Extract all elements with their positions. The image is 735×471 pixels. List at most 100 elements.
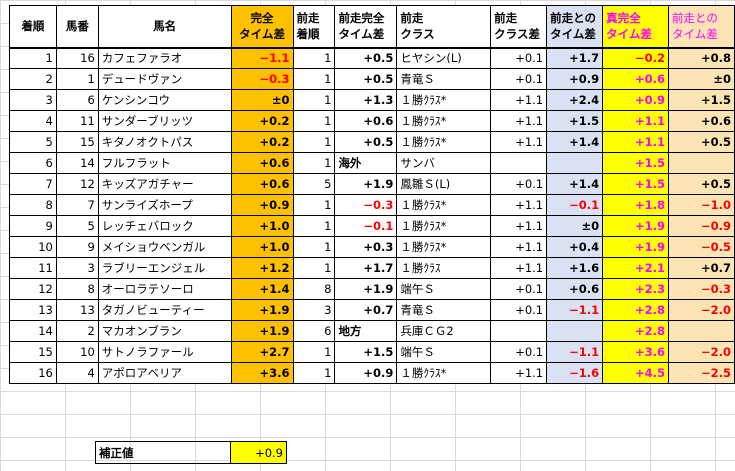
cell-prev-order[interactable]: 5 xyxy=(292,173,336,195)
cell-prev-class[interactable]: １勝ｸﾗｽ* xyxy=(396,194,492,216)
cell-prev-class-diff[interactable]: +0.1 xyxy=(490,173,548,195)
cell-prev-class-diff[interactable]: +1.1 xyxy=(490,257,548,279)
cell-prev-complete-diff[interactable]: +0.5 xyxy=(334,68,398,90)
cell-complete-diff[interactable]: +1.2 xyxy=(230,257,294,279)
cell-prev-time-diff[interactable]: +1.5 xyxy=(546,110,604,132)
cell-horse-name[interactable]: ラブリーエンジェル xyxy=(97,257,232,279)
cell-order[interactable]: 1 xyxy=(9,47,57,69)
cell-prev-class[interactable]: ヒヤシン(L) xyxy=(396,47,492,69)
header-horse-no[interactable]: 馬番 xyxy=(55,5,99,48)
cell-vs-prev-time-diff[interactable]: −0.5 xyxy=(668,236,735,258)
cell-horse-no[interactable]: 4 xyxy=(55,362,99,384)
cell-vs-prev-time-diff[interactable]: +1.5 xyxy=(668,89,735,111)
cell-prev-order[interactable]: 3 xyxy=(292,299,336,321)
cell-prev-time-diff[interactable]: ±0 xyxy=(546,215,604,237)
cell-horse-name[interactable]: レッチェバロック xyxy=(97,215,232,237)
cell-prev-order[interactable]: 6 xyxy=(292,320,336,342)
cell-complete-diff[interactable]: +1.4 xyxy=(230,278,294,300)
cell-prev-class-diff[interactable] xyxy=(490,152,548,174)
cell-true-complete-diff[interactable]: +1.9 xyxy=(602,236,669,258)
cell-prev-class-diff[interactable]: +0.1 xyxy=(490,299,548,321)
cell-prev-complete-diff[interactable]: −0.1 xyxy=(334,215,398,237)
cell-prev-complete-diff[interactable]: +1.7 xyxy=(334,257,398,279)
cell-prev-class[interactable]: サンバ xyxy=(396,152,492,174)
cell-true-complete-diff[interactable]: +2.1 xyxy=(602,257,669,279)
cell-horse-name[interactable]: サトノラファール xyxy=(97,341,232,363)
cell-prev-class-diff[interactable]: +1.1 xyxy=(490,110,548,132)
cell-prev-complete-diff[interactable]: +0.9 xyxy=(334,362,398,384)
cell-order[interactable]: 5 xyxy=(9,131,57,153)
cell-prev-time-diff[interactable]: +1.6 xyxy=(546,257,604,279)
cell-vs-prev-time-diff[interactable]: ±0 xyxy=(668,68,735,90)
cell-prev-order[interactable]: 1 xyxy=(292,257,336,279)
cell-horse-no[interactable]: 12 xyxy=(55,173,99,195)
cell-vs-prev-time-diff[interactable]: +0.8 xyxy=(668,47,735,69)
cell-prev-class-diff[interactable]: +1.1 xyxy=(490,89,548,111)
header-prev-class[interactable]: 前走 クラス xyxy=(396,5,492,48)
cell-prev-time-diff[interactable] xyxy=(546,152,604,174)
cell-prev-class-diff[interactable]: +0.1 xyxy=(490,47,548,69)
cell-horse-name[interactable]: マカオンブラン xyxy=(97,320,232,342)
cell-true-complete-diff[interactable]: +1.8 xyxy=(602,194,669,216)
cell-order[interactable]: 9 xyxy=(9,215,57,237)
cell-true-complete-diff[interactable]: +0.6 xyxy=(602,68,669,90)
cell-prev-complete-diff[interactable]: +0.6 xyxy=(334,110,398,132)
cell-order[interactable]: 6 xyxy=(9,152,57,174)
cell-complete-diff[interactable]: +1.9 xyxy=(230,320,294,342)
header-prev-order[interactable]: 前走 着順 xyxy=(292,5,336,48)
cell-prev-order[interactable]: 1 xyxy=(292,89,336,111)
cell-horse-name[interactable]: サンダーブリッツ xyxy=(97,110,232,132)
cell-order[interactable]: 2 xyxy=(9,68,57,90)
cell-true-complete-diff[interactable]: −0.2 xyxy=(602,47,669,69)
cell-prev-order[interactable]: 1 xyxy=(292,68,336,90)
cell-prev-order[interactable]: 1 xyxy=(292,236,336,258)
cell-prev-time-diff[interactable]: +0.9 xyxy=(546,68,604,90)
cell-prev-order[interactable]: 1 xyxy=(292,152,336,174)
cell-prev-class-diff[interactable]: +1.1 xyxy=(490,362,548,384)
cell-prev-complete-diff[interactable]: +1.9 xyxy=(334,278,398,300)
cell-prev-class[interactable]: １勝ｸﾗｽ* xyxy=(396,89,492,111)
cell-true-complete-diff[interactable]: +1.5 xyxy=(602,152,669,174)
cell-complete-diff[interactable]: +0.2 xyxy=(230,131,294,153)
cell-prev-class-diff[interactable]: +1.1 xyxy=(490,194,548,216)
cell-prev-complete-diff[interactable]: +0.7 xyxy=(334,299,398,321)
cell-prev-order[interactable]: 1 xyxy=(292,194,336,216)
cell-true-complete-diff[interactable]: +0.9 xyxy=(602,89,669,111)
header-complete-diff[interactable]: 完全 タイム差 xyxy=(230,5,294,48)
cell-order[interactable]: 11 xyxy=(9,257,57,279)
cell-order[interactable]: 13 xyxy=(9,299,57,321)
cell-prev-class-diff[interactable]: +1.1 xyxy=(490,131,548,153)
cell-prev-time-diff[interactable]: +2.4 xyxy=(546,89,604,111)
cell-prev-class-diff[interactable]: +1.1 xyxy=(490,236,548,258)
cell-prev-time-diff[interactable]: +0.4 xyxy=(546,236,604,258)
cell-prev-class[interactable]: 兵庫ＣＧ2 xyxy=(396,320,492,342)
cell-prev-time-diff[interactable]: +1.4 xyxy=(546,131,604,153)
cell-horse-name[interactable]: デュードヴァン xyxy=(97,68,232,90)
cell-prev-class[interactable]: １勝ｸﾗｽ* xyxy=(396,236,492,258)
cell-vs-prev-time-diff[interactable]: +0.7 xyxy=(668,257,735,279)
cell-prev-complete-diff[interactable]: +1.9 xyxy=(334,173,398,195)
cell-vs-prev-time-diff[interactable]: +0.5 xyxy=(668,173,735,195)
cell-prev-complete-diff[interactable]: +1.5 xyxy=(334,341,398,363)
cell-complete-diff[interactable]: +1.0 xyxy=(230,236,294,258)
cell-prev-order[interactable]: 1 xyxy=(292,47,336,69)
cell-horse-no[interactable]: 16 xyxy=(55,47,99,69)
cell-complete-diff[interactable]: +0.9 xyxy=(230,194,294,216)
cell-horse-no[interactable]: 9 xyxy=(55,236,99,258)
cell-vs-prev-time-diff[interactable]: −2.0 xyxy=(668,299,735,321)
cell-horse-name[interactable]: キッズアガチャー xyxy=(97,173,232,195)
cell-prev-complete-diff[interactable]: 海外 xyxy=(334,152,398,174)
cell-true-complete-diff[interactable]: +2.8 xyxy=(602,320,669,342)
cell-complete-diff[interactable]: +3.6 xyxy=(230,362,294,384)
cell-prev-order[interactable]: 1 xyxy=(292,110,336,132)
cell-vs-prev-time-diff[interactable]: +0.5 xyxy=(668,131,735,153)
header-horse-name[interactable]: 馬名 xyxy=(97,5,232,48)
cell-prev-class[interactable]: １勝ｸﾗｽ xyxy=(396,257,492,279)
cell-order[interactable]: 10 xyxy=(9,236,57,258)
cell-horse-name[interactable]: ケンシンコウ xyxy=(97,89,232,111)
header-prev-complete-diff[interactable]: 前走完全 タイム差 xyxy=(334,5,398,48)
cell-complete-diff[interactable]: ±0 xyxy=(230,89,294,111)
cell-horse-name[interactable]: オーロラテソーロ xyxy=(97,278,232,300)
cell-prev-class[interactable]: 端午Ｓ xyxy=(396,341,492,363)
cell-true-complete-diff[interactable]: +1.1 xyxy=(602,131,669,153)
